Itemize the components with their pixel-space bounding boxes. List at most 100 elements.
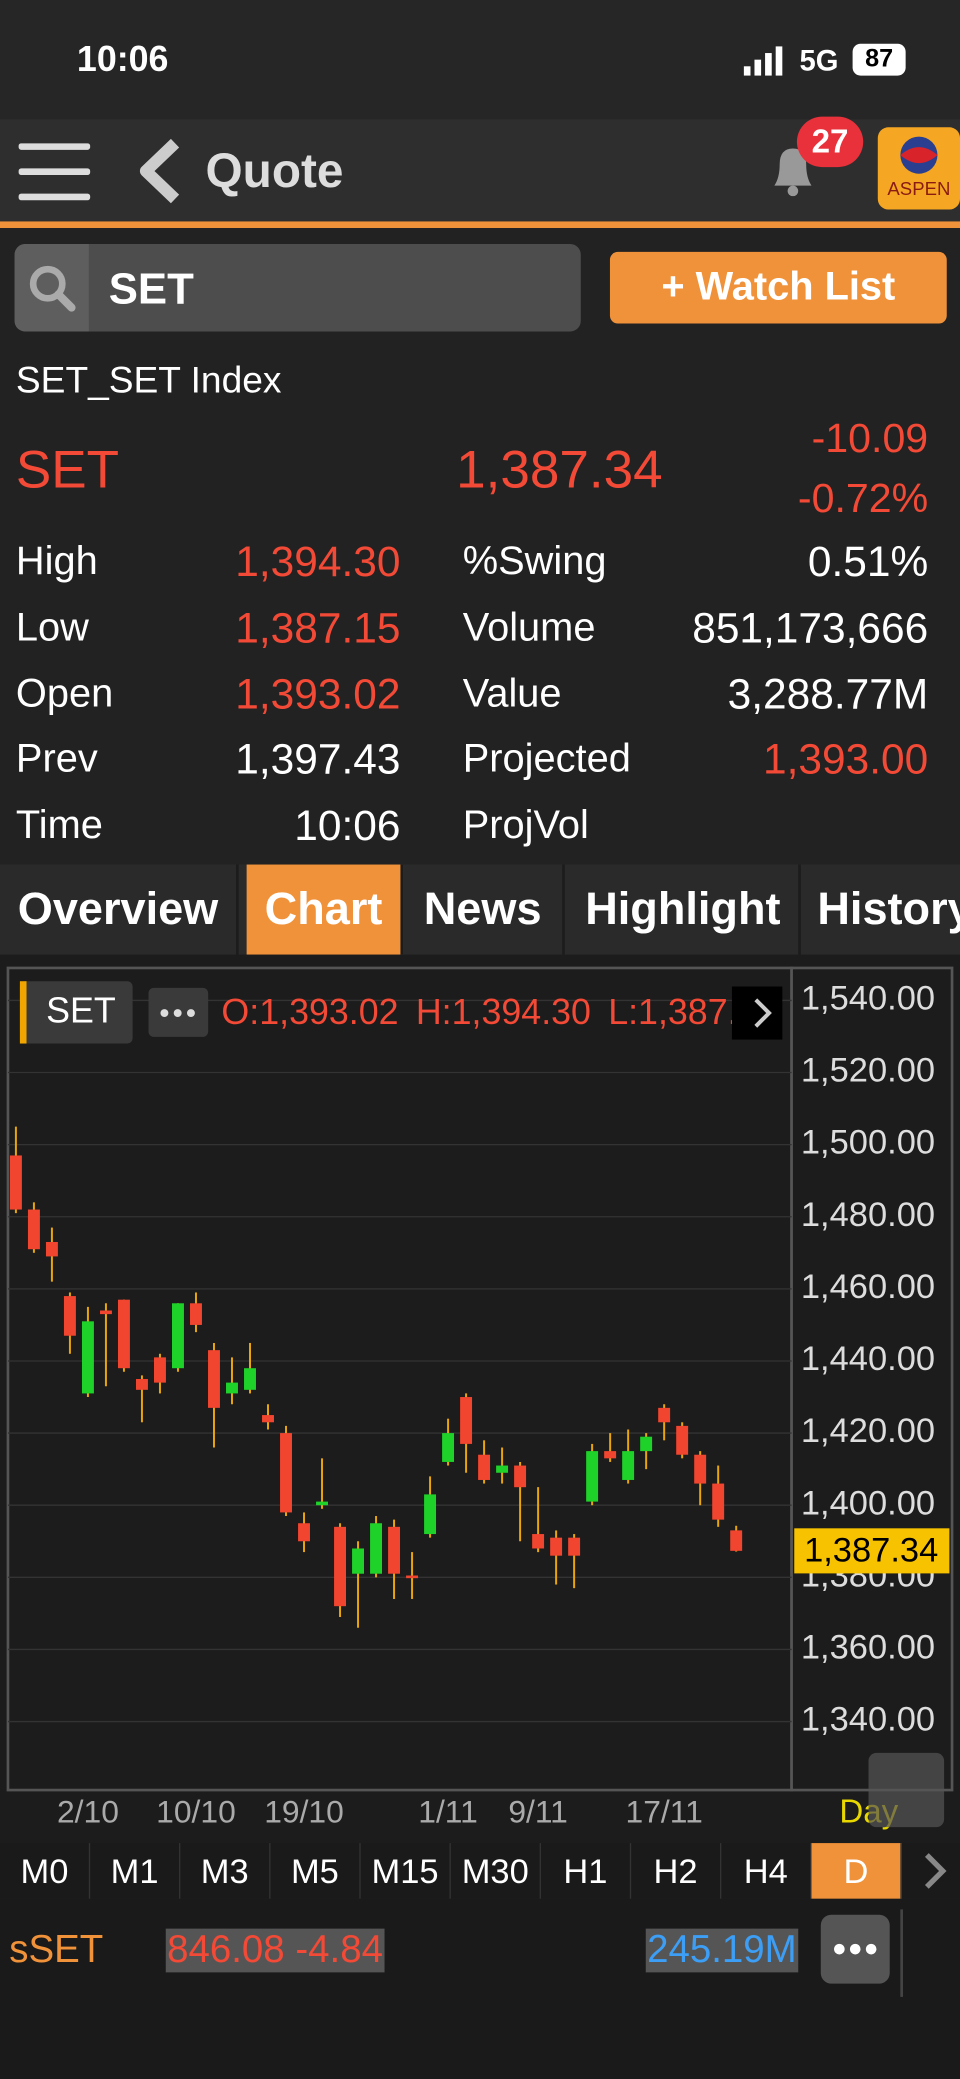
candle-body: [352, 1548, 365, 1574]
candle-body: [280, 1433, 292, 1513]
stat-value: 1,394.30: [235, 537, 401, 586]
back-button[interactable]: [135, 138, 183, 204]
stat-value: 1,393.00: [763, 735, 929, 783]
timeframe[interactable]: M0: [0, 1843, 91, 1899]
watch-list-button[interactable]: + Watch List: [609, 251, 947, 324]
last-price: 1,387.34: [456, 440, 663, 500]
candle-body: [244, 1368, 256, 1390]
symbol-chip: [19, 981, 133, 1044]
ohlc-text: H:1,394.30: [416, 992, 591, 1032]
candle-body: [117, 1299, 130, 1369]
candle-body: [334, 1526, 346, 1607]
y-tick-label: 1,360.00: [801, 1629, 935, 1667]
candle-body: [81, 1321, 94, 1394]
ohlc-group: O:1,393.02 H:1,394.30 L:1,387.15: [221, 992, 742, 1032]
y-tick-label: 1,420.00: [801, 1412, 935, 1450]
stat-label: Low: [15, 605, 89, 650]
notification-badge: 27: [796, 116, 864, 168]
candle-body: [45, 1241, 58, 1257]
candle-body: [694, 1454, 707, 1484]
stat-label: Open: [15, 672, 114, 717]
ohlc-arrow: [754, 998, 772, 1028]
candle-body: [153, 1357, 166, 1383]
stat-label: Projected: [462, 737, 631, 781]
search-box[interactable]: [14, 243, 581, 332]
quote-panel: [0, 228, 960, 865]
stat-label: Time: [15, 803, 103, 848]
timeframe[interactable]: M1: [90, 1843, 181, 1899]
signal-icon: [743, 46, 783, 76]
timeframe[interactable]: M15: [361, 1843, 451, 1899]
y-tick-label: 1,520.00: [801, 1052, 935, 1090]
candle-body: [442, 1433, 455, 1462]
menu-button[interactable]: [18, 143, 93, 201]
stat-label: Volume: [462, 605, 596, 650]
stat-label: %Swing: [462, 539, 607, 584]
candle-body: [27, 1209, 40, 1250]
timeframe-bar: M0 M1 M3 M5 M15 M30 H1 H2 H4 D: [0, 1843, 960, 1899]
timeframe[interactable]: D: [811, 1843, 902, 1899]
timeframe[interactable]: H1: [541, 1843, 632, 1899]
symbol-chip-accent: [19, 981, 27, 1044]
stat-label: High: [15, 539, 98, 584]
stat-value: 3,288.77M: [727, 670, 929, 719]
header-underline: [0, 221, 960, 229]
ohlc-text: O:1,393.02: [221, 992, 398, 1032]
timeframe[interactable]: M5: [270, 1843, 361, 1899]
tab[interactable]: Chart: [246, 864, 404, 955]
timeframe[interactable]: H2: [631, 1843, 722, 1899]
symbol: SET: [15, 440, 120, 500]
ohlc-scroll[interactable]: [731, 986, 783, 1040]
candle-body: [316, 1501, 328, 1506]
tab[interactable]: Overview: [0, 864, 239, 955]
stat-value: 1,387.15: [235, 603, 401, 652]
y-tick-label: 1,480.00: [801, 1196, 935, 1234]
candle-body: [658, 1407, 671, 1423]
stat-label: Prev: [15, 737, 98, 781]
timeframe[interactable]: M3: [180, 1843, 271, 1899]
tab[interactable]: News: [403, 864, 565, 955]
tab[interactable]: Highlight: [567, 864, 801, 955]
stat-label: ProjVol: [462, 803, 589, 848]
change-percent: -0.72%: [797, 474, 929, 522]
x-tick-label: 17/11: [626, 1793, 703, 1829]
x-tick-label: 1/11: [418, 1793, 478, 1829]
tab[interactable]: History: [803, 864, 960, 955]
candle-body: [712, 1483, 725, 1520]
candle-body: [208, 1350, 220, 1408]
plot-area: [6, 966, 793, 1792]
tab-bar: Overview Chart News Highlight History: [0, 864, 960, 955]
change: -10.09: [811, 415, 929, 462]
chart-symbol: SET: [46, 990, 116, 1030]
y-tick-label: 1,460.00: [801, 1268, 935, 1306]
more-dot: [173, 1009, 182, 1018]
footer-volume: 245.19M: [645, 1928, 799, 1973]
search-query: SET: [108, 263, 194, 313]
candle-body: [676, 1425, 689, 1455]
y-tick-label: 1,440.00: [801, 1340, 935, 1378]
candle-body: [406, 1575, 419, 1579]
axis-area: [790, 966, 954, 1792]
stat-value: 851,173,666: [692, 603, 929, 652]
y-tick-label: 1,340.00: [801, 1701, 935, 1739]
candle-body: [514, 1465, 527, 1488]
timeframe[interactable]: M30: [451, 1843, 541, 1899]
candle-body: [99, 1310, 112, 1315]
last-price-box: [794, 1528, 950, 1574]
candle-body: [9, 1155, 22, 1210]
logo-globe: [900, 136, 938, 174]
footer: [0, 1898, 960, 2079]
x-tick-label: 2/10: [57, 1793, 119, 1829]
instrument-name: SET_SET Index: [15, 359, 282, 401]
logo-text: ASPEN: [887, 177, 951, 199]
stat-value: 0.51%: [807, 537, 929, 586]
timeframe[interactable]: H4: [721, 1843, 812, 1899]
candle-body: [370, 1523, 383, 1574]
candle-body: [298, 1523, 310, 1542]
candle-body: [640, 1436, 653, 1452]
more-dot: [160, 1009, 169, 1018]
candle-body: [532, 1534, 545, 1549]
candle-body: [568, 1537, 581, 1556]
timeframe-next[interactable]: [918, 1850, 952, 1892]
fullscreen-button[interactable]: [868, 1752, 945, 1828]
